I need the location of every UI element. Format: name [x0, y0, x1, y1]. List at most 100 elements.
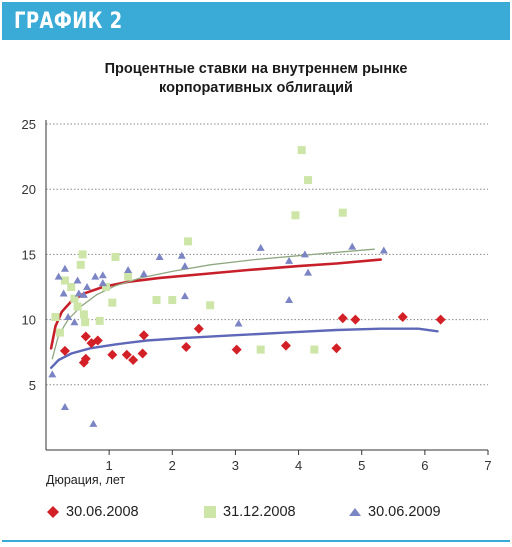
- point-square: [73, 302, 82, 311]
- point-triangle: [256, 243, 265, 251]
- x-axis-label: Дюрация, лет: [46, 473, 126, 487]
- point-diamond: [121, 349, 132, 360]
- y-tick-label: 10: [22, 313, 36, 328]
- legend: 30.06.2008 31.12.2008 30.06.2009: [0, 500, 512, 526]
- x-tick-label: 5: [358, 458, 365, 473]
- legend-item-2009-06: 30.06.2009: [348, 504, 441, 520]
- y-tick-label: 20: [22, 182, 36, 197]
- point-triangle: [91, 272, 100, 280]
- point-square: [78, 250, 87, 259]
- point-diamond: [337, 313, 348, 324]
- point-triangle: [285, 296, 294, 304]
- point-square: [256, 345, 265, 354]
- point-triangle: [70, 318, 79, 326]
- point-square: [79, 310, 88, 319]
- point-square: [95, 316, 104, 325]
- legend-label-2008-12: 31.12.2008: [223, 504, 296, 520]
- point-diamond: [231, 344, 242, 355]
- point-diamond: [107, 349, 118, 360]
- point-square: [60, 276, 69, 285]
- x-tick-label: 1: [106, 458, 113, 473]
- point-diamond: [181, 341, 192, 352]
- legend-square-marker: [204, 506, 216, 519]
- legend-item-2008-12: 31.12.2008: [203, 504, 296, 520]
- point-square: [338, 208, 347, 217]
- point-square: [291, 211, 300, 220]
- point-triangle: [48, 370, 57, 378]
- point-square: [124, 272, 133, 281]
- point-diamond: [138, 330, 149, 341]
- header-title: ГРАФИК 2: [14, 9, 123, 34]
- legend-triangle-marker: [349, 508, 361, 517]
- point-diamond: [397, 311, 408, 322]
- point-diamond: [193, 323, 204, 334]
- point-triangle: [54, 272, 63, 280]
- point-diamond: [331, 343, 342, 354]
- point-triangle: [177, 251, 186, 259]
- point-square: [81, 318, 90, 327]
- x-tick-label: 6: [421, 458, 428, 473]
- point-triangle: [64, 312, 73, 320]
- point-diamond: [80, 331, 91, 342]
- y-tick-label: 5: [29, 378, 36, 393]
- legend-diamond-marker: [47, 506, 59, 519]
- point-triangle: [59, 289, 68, 297]
- data-points: [48, 146, 446, 427]
- point-triangle: [180, 262, 189, 270]
- legend-label-2009-06: 30.06.2009: [368, 504, 441, 520]
- legend-label-2008-06: 30.06.2008: [66, 504, 139, 520]
- point-triangle: [124, 266, 133, 274]
- chart-title-line-2: корпоративных облигаций: [159, 80, 353, 96]
- header-bar: ГРАФИК 2: [2, 2, 510, 40]
- point-triangle: [79, 290, 88, 298]
- point-square: [168, 296, 177, 305]
- point-diamond: [80, 353, 91, 364]
- point-triangle: [155, 253, 164, 261]
- point-triangle: [234, 319, 243, 327]
- x-tick-label: 3: [232, 458, 239, 473]
- point-triangle: [73, 276, 82, 284]
- point-square: [70, 294, 79, 303]
- point-square: [184, 237, 193, 246]
- chart-title: Процентные ставки на внутреннем рынке ко…: [0, 60, 512, 98]
- point-square: [297, 146, 306, 155]
- point-triangle: [180, 292, 189, 300]
- point-triangle: [89, 419, 98, 427]
- point-triangle: [98, 271, 107, 279]
- point-triangle: [74, 289, 83, 297]
- point-square: [111, 253, 120, 262]
- bottom-rule: [2, 540, 510, 542]
- point-triangle: [348, 242, 357, 250]
- point-square: [51, 312, 60, 321]
- point-diamond: [435, 314, 446, 325]
- tick-labels: 5 10 15 20 25 1 2 3 4 5 6 7: [22, 117, 492, 473]
- point-diamond: [59, 345, 70, 356]
- point-triangle: [83, 283, 92, 290]
- chart-title-line-1: Процентные ставки на внутреннем рынке: [104, 61, 408, 77]
- point-triangle: [98, 279, 107, 287]
- point-diamond: [137, 348, 148, 359]
- point-square: [310, 345, 319, 354]
- x-tick-label: 7: [484, 458, 491, 473]
- trend-line-30.06.2009: [49, 327, 439, 369]
- grid-lines: [46, 123, 488, 386]
- point-diamond: [350, 314, 361, 325]
- point-diamond: [92, 335, 103, 346]
- point-square: [101, 283, 110, 291]
- point-triangle: [304, 268, 313, 276]
- point-triangle: [379, 246, 388, 254]
- point-triangle: [60, 402, 69, 410]
- point-diamond: [128, 355, 139, 366]
- point-triangle: [285, 256, 294, 264]
- point-square: [76, 260, 85, 269]
- point-triangle: [300, 250, 309, 258]
- trend-line-30.06.2008: [49, 258, 382, 350]
- point-square: [55, 328, 64, 337]
- point-square: [152, 296, 161, 305]
- trend-lines: [49, 248, 439, 369]
- point-square: [304, 176, 313, 185]
- legend-item-2008-06: 30.06.2008: [46, 504, 139, 520]
- point-square: [67, 283, 76, 291]
- x-tick-label: 4: [295, 458, 302, 473]
- point-triangle: [60, 264, 69, 272]
